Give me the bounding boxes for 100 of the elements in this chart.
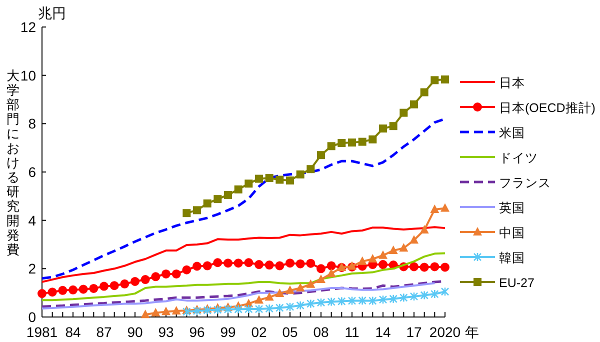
point <box>326 261 336 270</box>
point <box>400 108 408 117</box>
point <box>140 310 150 318</box>
point <box>192 262 202 271</box>
legend-label: 日本 <box>499 76 525 90</box>
y-tick-label: 6 <box>28 164 36 180</box>
text: 大学部門における研究開発費 <box>6 68 20 257</box>
legend-label: 英国 <box>499 201 525 215</box>
point <box>151 308 160 316</box>
point <box>100 282 108 291</box>
x-tick-label: 84 <box>65 324 81 340</box>
point <box>214 305 222 314</box>
point <box>306 258 316 268</box>
x-tick-label: 1981 <box>26 324 58 340</box>
point <box>358 256 367 265</box>
x-tick-label: 93 <box>158 324 174 340</box>
point <box>162 269 170 278</box>
point <box>224 190 232 199</box>
point <box>400 293 408 302</box>
point <box>327 142 336 150</box>
point <box>58 286 68 295</box>
point <box>140 275 150 284</box>
point <box>358 296 366 306</box>
x-tick-label: 90 <box>127 324 143 340</box>
point <box>192 306 202 316</box>
point <box>172 306 181 314</box>
point <box>120 279 130 288</box>
point <box>410 292 418 302</box>
x-tick-label: 96 <box>189 324 205 340</box>
point <box>378 294 388 304</box>
point <box>275 261 284 270</box>
point <box>440 262 450 272</box>
point <box>316 264 326 274</box>
point <box>265 174 274 182</box>
point <box>338 139 346 147</box>
point <box>389 122 398 130</box>
point <box>296 170 304 178</box>
point <box>368 254 378 262</box>
point <box>276 303 284 312</box>
point <box>224 258 232 268</box>
point <box>440 203 450 212</box>
point <box>326 268 336 277</box>
point <box>214 195 222 204</box>
point <box>193 206 201 214</box>
point <box>440 286 450 296</box>
point <box>182 265 192 274</box>
point <box>306 165 315 174</box>
point <box>234 185 242 194</box>
point <box>306 279 316 288</box>
point <box>286 258 294 268</box>
point <box>399 243 408 252</box>
point <box>151 272 160 282</box>
point <box>203 199 212 208</box>
point <box>296 283 305 292</box>
point <box>327 297 336 306</box>
point <box>379 124 387 132</box>
point <box>296 300 304 310</box>
point <box>388 246 398 254</box>
point <box>317 151 325 160</box>
point <box>264 260 274 270</box>
y-tick-label: 10 <box>20 67 36 84</box>
point <box>420 88 428 96</box>
legend-label: ドイツ <box>499 151 538 165</box>
point <box>38 289 46 298</box>
point <box>130 276 140 286</box>
point <box>254 260 264 270</box>
x-tick-label: 99 <box>220 324 236 340</box>
point <box>224 304 232 314</box>
point <box>368 135 377 144</box>
x-tick-label: 17 <box>406 324 422 340</box>
point <box>286 285 294 294</box>
point <box>430 289 439 299</box>
y-tick-label: 12 <box>20 19 36 35</box>
legend-label: EU-27 <box>499 276 534 290</box>
x-tick-label: 02 <box>251 324 267 340</box>
point <box>389 294 398 304</box>
point <box>162 306 170 316</box>
point <box>254 295 264 304</box>
point <box>410 235 418 244</box>
point <box>265 304 274 314</box>
point <box>430 204 440 213</box>
y-tick-label: 0 <box>28 309 36 325</box>
y-tick-label: 2 <box>28 260 36 277</box>
point <box>286 302 294 312</box>
point <box>410 100 418 108</box>
legend-label: 日本(OECD推計) <box>499 101 596 115</box>
x-tick-label: 87 <box>96 324 112 340</box>
legend-label: 中国 <box>499 226 525 240</box>
point <box>48 288 57 297</box>
point <box>306 299 315 308</box>
point <box>234 258 243 268</box>
text: 兆円 <box>38 5 66 21</box>
point <box>78 284 88 294</box>
legend-label: 韓国 <box>499 251 525 265</box>
point <box>358 138 366 146</box>
point <box>276 176 284 184</box>
point <box>255 174 263 183</box>
x-axis-title: 年 <box>465 324 479 340</box>
point <box>182 307 191 316</box>
point <box>378 250 388 259</box>
